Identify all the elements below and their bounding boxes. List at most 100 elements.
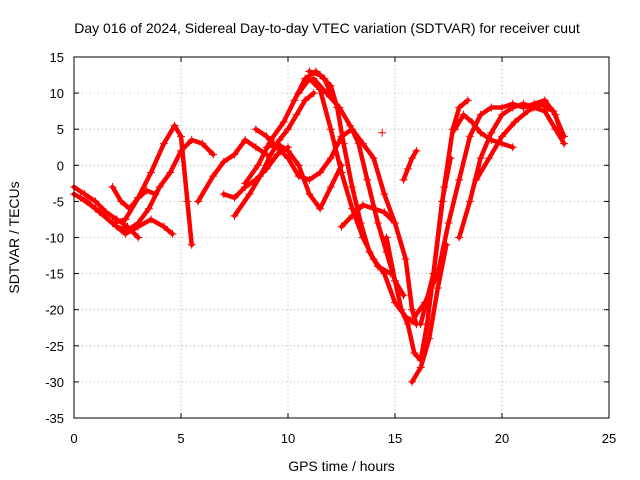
data-point	[219, 157, 228, 166]
data-point	[194, 197, 203, 206]
data-point	[459, 110, 468, 119]
data-point	[444, 219, 453, 228]
data-point	[433, 284, 442, 293]
data-point	[391, 219, 399, 228]
data-point	[348, 204, 357, 213]
data-point	[123, 226, 132, 235]
x-tick-label: 0	[70, 431, 77, 446]
data-point	[540, 96, 549, 105]
data-point	[560, 139, 569, 148]
data-point	[429, 269, 438, 278]
data-point	[316, 71, 325, 80]
data-point	[326, 182, 335, 191]
data-point	[91, 197, 100, 206]
data-point	[523, 107, 532, 116]
data-point	[209, 172, 218, 181]
data-point	[337, 168, 346, 177]
data-point	[508, 103, 517, 112]
ticks: 0 5 10 15 20 25 15 10 5 0 -5 -10 -15 -20 -25 -30 -35	[45, 50, 616, 446]
data-point	[356, 219, 365, 228]
data-point	[403, 164, 412, 173]
data-point	[365, 247, 374, 256]
data-point	[476, 128, 485, 137]
data-point	[450, 125, 459, 134]
data-point	[519, 99, 528, 108]
data-point	[465, 132, 474, 141]
data-point	[112, 222, 121, 231]
data-point	[187, 240, 196, 249]
data-point	[230, 211, 239, 220]
series-layer	[70, 67, 569, 386]
data-point	[416, 363, 425, 372]
data-point	[380, 208, 389, 217]
data-point	[117, 197, 126, 206]
outlier-point	[378, 128, 387, 137]
data-point	[487, 103, 496, 112]
data-point	[399, 291, 408, 300]
data-point	[292, 110, 301, 119]
data-point	[363, 175, 372, 184]
data-point	[399, 175, 408, 184]
data-point	[273, 139, 282, 148]
data-point	[147, 168, 156, 177]
y-tick-label: -30	[45, 375, 64, 390]
data-point	[358, 201, 367, 210]
data-point	[177, 146, 185, 155]
data-point	[337, 222, 346, 231]
data-point	[309, 74, 318, 83]
data-point	[560, 132, 569, 141]
data-point	[241, 179, 250, 188]
data-point	[251, 143, 260, 152]
data-point	[416, 320, 425, 329]
series-track-13	[307, 69, 393, 276]
data-point	[108, 182, 117, 191]
data-point	[305, 67, 314, 76]
data-point	[412, 146, 421, 155]
data-point	[498, 110, 506, 119]
data-point	[510, 117, 519, 126]
data-point	[380, 190, 389, 199]
data-point	[468, 117, 477, 126]
data-point	[279, 117, 288, 126]
data-point	[134, 193, 143, 202]
x-tick-label: 10	[281, 431, 295, 446]
data-point	[284, 146, 292, 155]
data-point	[245, 190, 254, 199]
data-point	[391, 276, 399, 285]
data-point	[316, 168, 325, 177]
data-point	[91, 204, 100, 213]
data-point	[410, 349, 419, 358]
data-point	[472, 175, 481, 184]
data-point	[251, 125, 260, 134]
data-point	[369, 204, 378, 213]
data-point	[177, 132, 185, 141]
series-track-5	[110, 184, 158, 211]
data-point	[408, 154, 417, 163]
data-point	[408, 305, 417, 314]
data-point	[159, 222, 168, 231]
data-point	[266, 150, 275, 159]
y-tick-label: -20	[45, 303, 64, 318]
data-point	[144, 204, 153, 213]
data-point	[159, 139, 168, 148]
data-point	[147, 215, 156, 224]
data-point	[241, 136, 250, 145]
y-tick-label: -15	[45, 267, 64, 282]
data-point	[326, 125, 335, 134]
data-point	[290, 96, 299, 105]
data-point	[408, 377, 417, 386]
data-point	[346, 121, 355, 130]
data-point	[397, 305, 406, 314]
data-point	[134, 233, 143, 242]
data-point	[209, 150, 218, 159]
data-point	[348, 211, 357, 220]
data-point	[166, 168, 175, 177]
series-track-17	[401, 148, 419, 182]
data-point	[476, 154, 485, 163]
data-point	[536, 99, 545, 108]
data-point	[125, 204, 134, 213]
data-point	[403, 320, 412, 329]
x-tick-label: 5	[177, 431, 184, 446]
data-point	[326, 81, 335, 90]
y-tick-label: -5	[52, 194, 64, 209]
